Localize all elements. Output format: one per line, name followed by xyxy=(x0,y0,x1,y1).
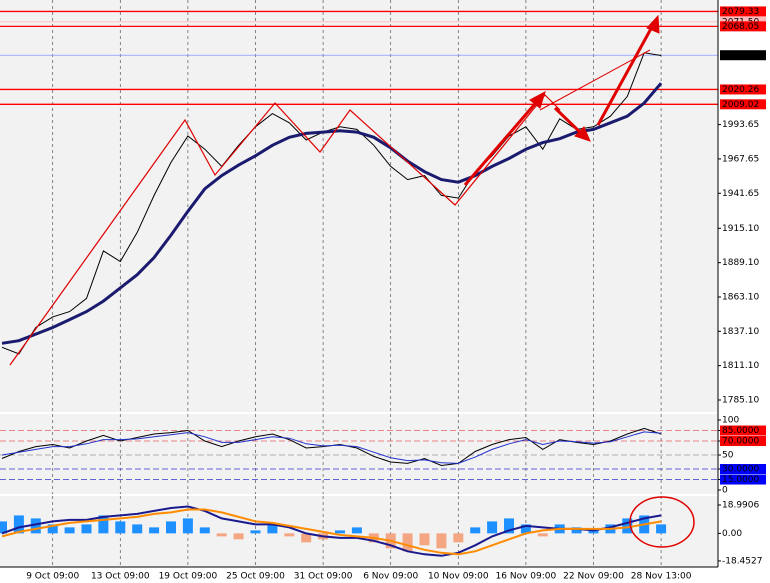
histogram-bar xyxy=(504,518,514,534)
histogram-bar xyxy=(520,524,531,534)
histogram-bar xyxy=(13,515,24,534)
x-tick-label: 10 Nov 09:00 xyxy=(428,572,489,582)
arrow xyxy=(553,106,585,137)
price-level-box xyxy=(720,21,766,32)
histogram-bar xyxy=(284,533,295,537)
price-level-box xyxy=(720,50,766,61)
y-tick-label: 70.0000 xyxy=(722,437,759,447)
histogram-bar xyxy=(64,527,75,534)
histogram-bar xyxy=(351,527,362,534)
y-tick-label: 0.00 xyxy=(722,529,742,539)
histogram-bar xyxy=(453,533,464,543)
histogram-bar xyxy=(0,521,7,534)
y-tick-label: 85.0000 xyxy=(722,426,759,436)
price-level-label: 2009.02 xyxy=(722,100,759,110)
y-tick-label: 100 xyxy=(722,416,739,426)
histogram-bar xyxy=(571,527,582,534)
histogram-bar xyxy=(487,521,498,534)
histogram-bar xyxy=(149,527,160,534)
x-tick-label: 25 Oct 09:00 xyxy=(226,572,285,582)
x-tick-label: 19 Oct 09:00 xyxy=(159,572,218,582)
histogram-bar xyxy=(267,524,278,534)
price-level-box xyxy=(720,6,766,17)
series-line xyxy=(1,52,662,355)
histogram-bar xyxy=(216,533,227,537)
y-tick-label: 15.0000 xyxy=(722,475,759,485)
series-line xyxy=(1,505,662,557)
price-panel xyxy=(0,0,718,412)
histogram-bar xyxy=(166,521,176,534)
arrow-head xyxy=(574,126,591,142)
series-line xyxy=(1,82,663,345)
y-tick-label: 1941.65 xyxy=(722,189,759,199)
arrow xyxy=(596,24,655,126)
histogram-bar xyxy=(199,527,210,534)
histogram-bar xyxy=(622,518,633,534)
y-tick-label: 50 xyxy=(722,451,734,461)
y-tick-label: 1889.10 xyxy=(722,258,759,268)
series-line xyxy=(1,431,662,464)
histogram-bar xyxy=(470,527,481,534)
x-tick-label: 9 Oct 09:00 xyxy=(26,572,79,582)
x-tick-label: 13 Oct 09:00 xyxy=(91,572,150,582)
histogram-bar xyxy=(233,533,244,540)
x-tick-label: 16 Nov 09:00 xyxy=(496,572,557,582)
level-label-box xyxy=(720,425,766,436)
histogram-bar xyxy=(656,524,667,534)
histogram-bar xyxy=(132,524,143,534)
histogram-bar xyxy=(81,524,92,534)
arrow xyxy=(463,97,542,186)
histogram-bar xyxy=(301,533,312,543)
series-line xyxy=(1,508,662,556)
level-label-box xyxy=(720,464,766,475)
x-tick-label: 6 Nov 09:00 xyxy=(363,572,418,582)
x-tick-label: 22 Nov 09:00 xyxy=(563,572,624,582)
annotations xyxy=(9,14,695,548)
histogram-bar xyxy=(335,530,345,534)
y-tick-label: 1915.10 xyxy=(722,224,759,234)
histogram-bar xyxy=(47,524,58,534)
y-tick-label: 1811.10 xyxy=(722,361,759,371)
histogram-bar xyxy=(115,521,126,534)
y-tick-label: 1967.65 xyxy=(722,154,759,164)
histogram-bar xyxy=(537,533,548,537)
price-level-label: 2068.05 xyxy=(722,22,759,32)
y-tick-label: 1837.10 xyxy=(722,327,759,337)
level-label-box xyxy=(720,436,766,447)
price-level-label: 2046.18 xyxy=(722,51,759,61)
x-tick-label: 28 Nov 13:00 xyxy=(631,572,692,582)
histogram-bar xyxy=(436,533,447,549)
zigzag xyxy=(9,94,561,366)
x-tick-label: 31 Oct 09:00 xyxy=(294,572,353,582)
arrow-head xyxy=(646,14,660,34)
price-level-box xyxy=(720,99,766,110)
histogram-bar xyxy=(250,530,261,534)
trend-line xyxy=(539,49,651,111)
level-label-box xyxy=(720,474,766,485)
oscillator-panel xyxy=(0,414,718,494)
y-tick-label: 1785.10 xyxy=(722,395,759,405)
y-tick-label: 0 xyxy=(722,486,728,496)
histogram-bar xyxy=(402,533,413,552)
price-level-label: 2079.33 xyxy=(722,7,759,17)
price-level-label: 2020.26 xyxy=(722,85,759,95)
arrow-head xyxy=(529,90,546,109)
y-tick-label: -18.4527 xyxy=(722,556,762,566)
y-tick-label: 1993.65 xyxy=(722,120,759,130)
histogram-bar xyxy=(182,518,193,534)
y-tick-label: 30.0000 xyxy=(722,465,759,475)
y-tick-label: 18.9906 xyxy=(722,500,759,510)
histogram-bar xyxy=(98,515,109,534)
histogram-bar xyxy=(419,533,430,546)
price-level-box xyxy=(720,84,766,95)
y-tick-label: 1863.10 xyxy=(722,292,759,302)
highlight-circle xyxy=(629,496,695,548)
histogram-bar xyxy=(30,518,41,534)
